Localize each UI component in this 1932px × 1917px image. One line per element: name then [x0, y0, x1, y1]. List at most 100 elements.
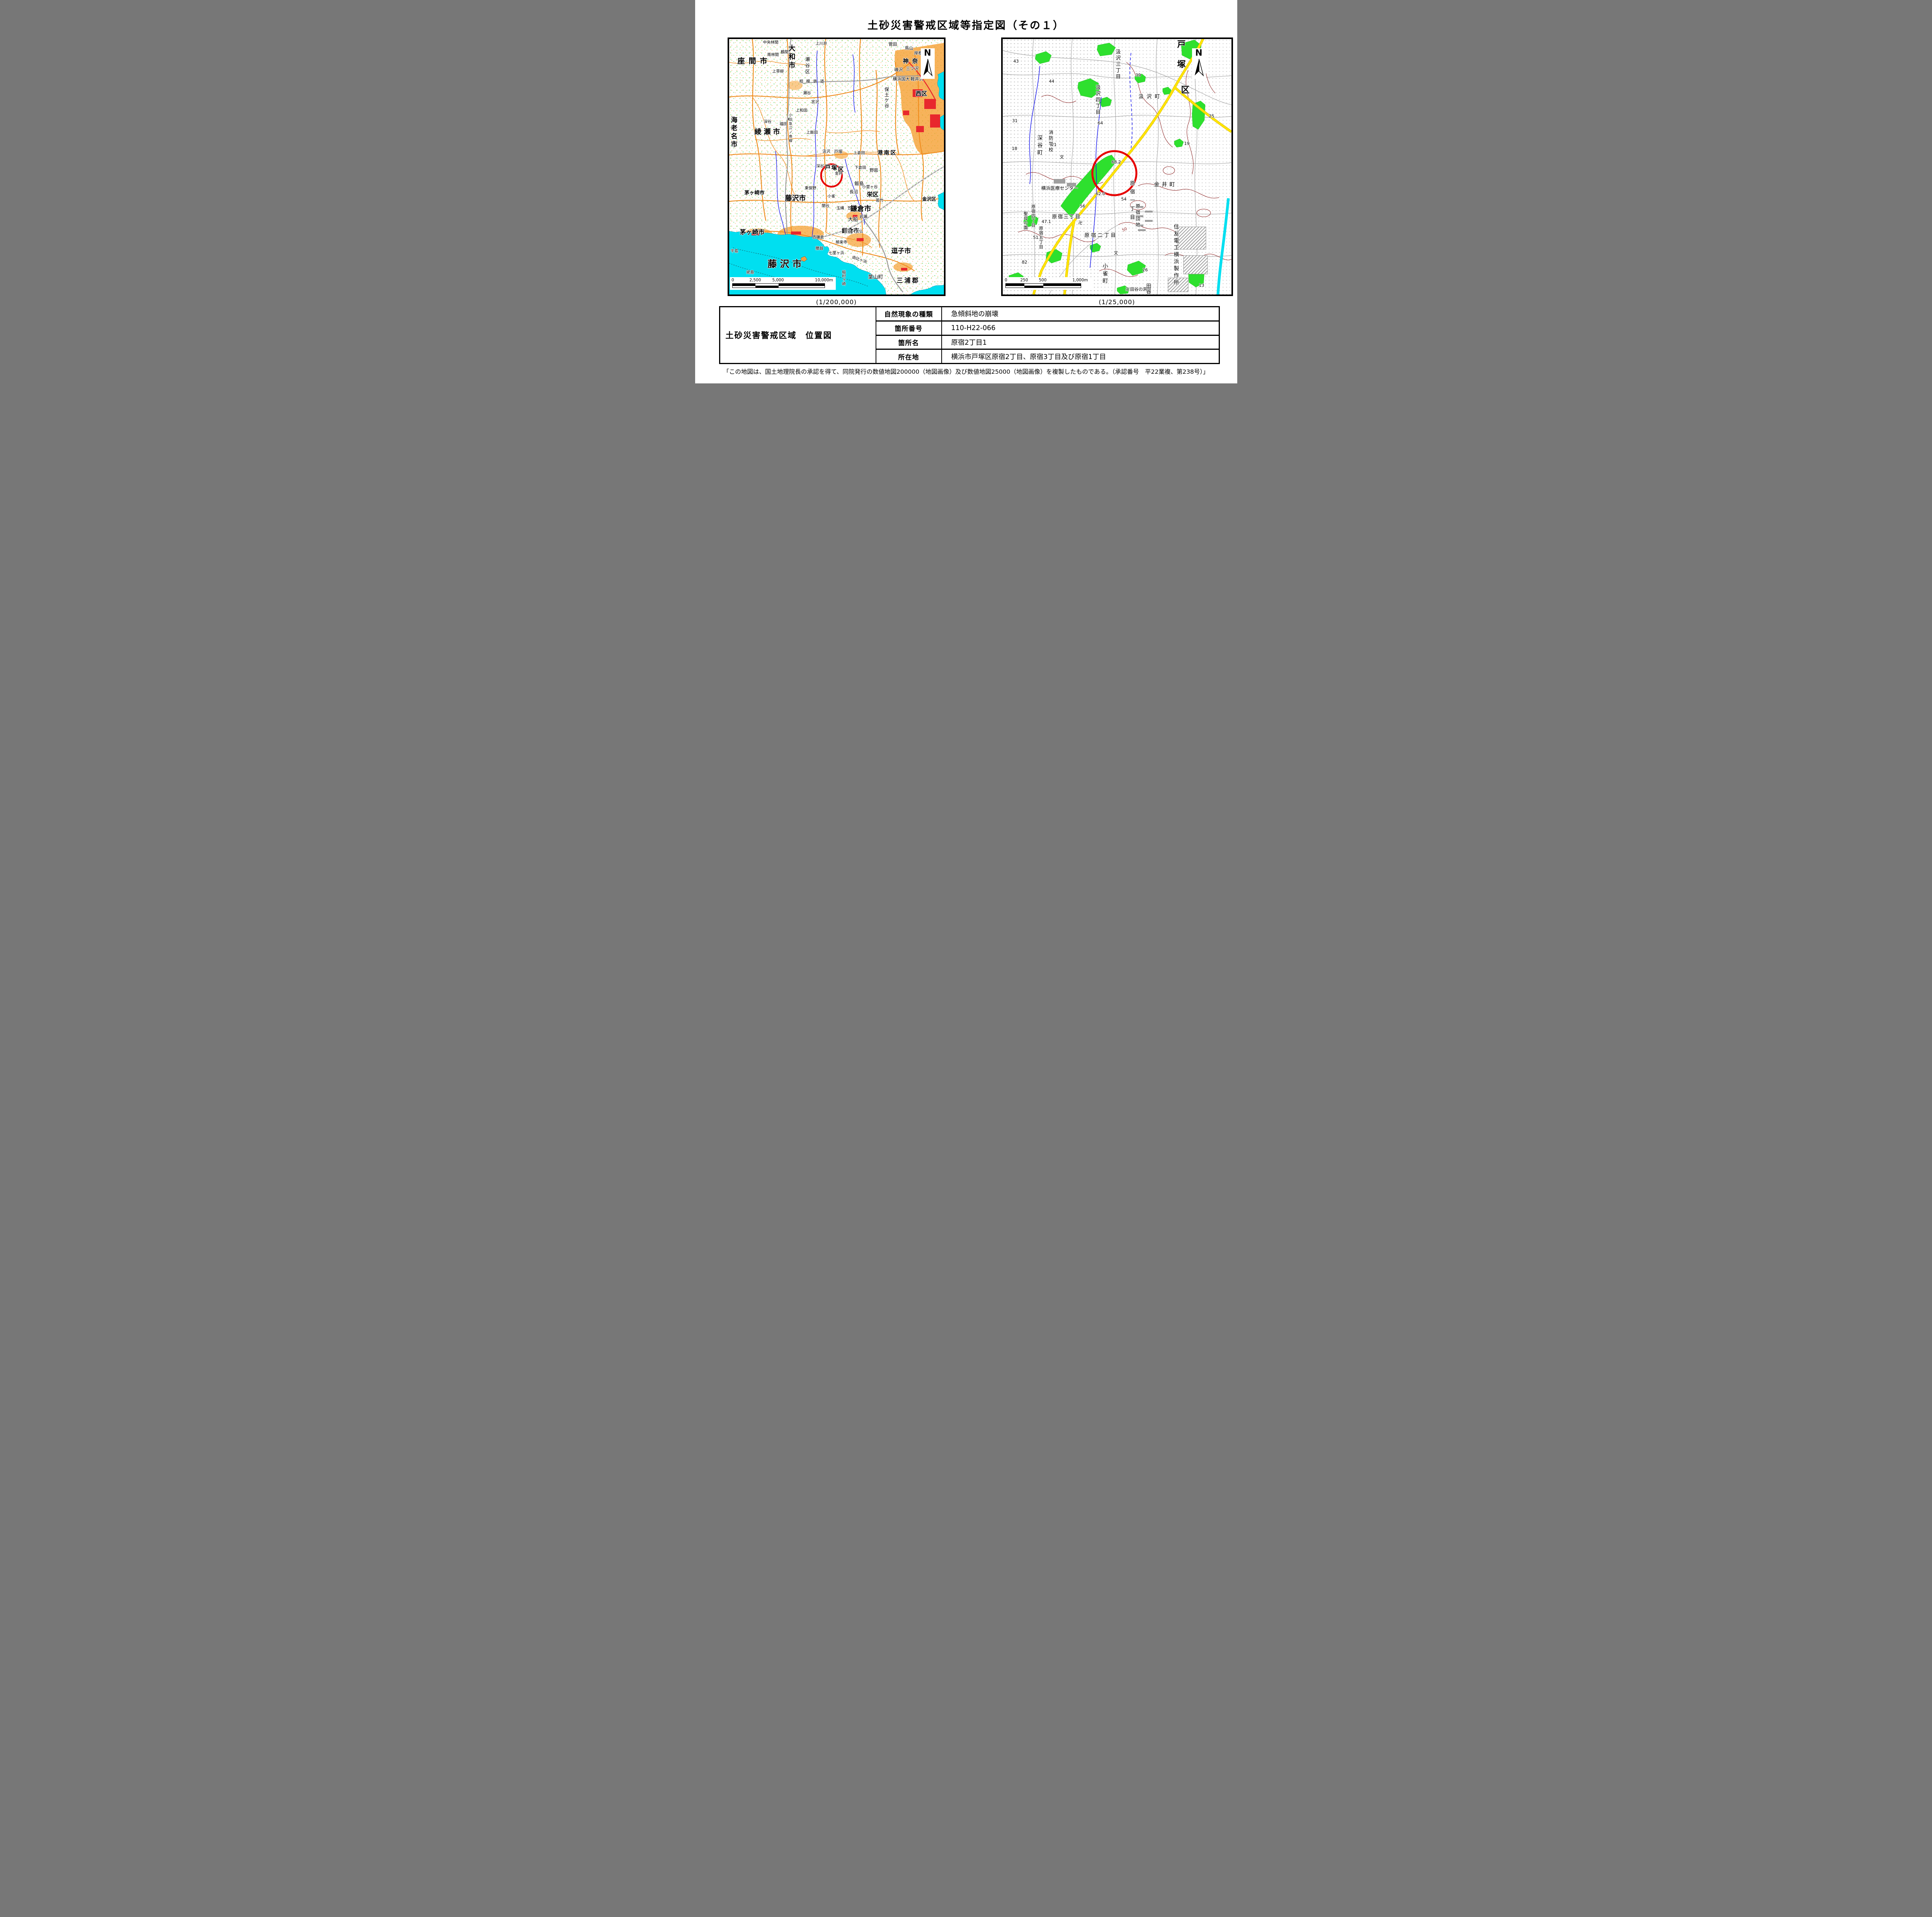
map-label: 文 — [1114, 250, 1118, 255]
map-label: 宮沢 — [811, 100, 819, 104]
document-page: 土砂災害警戒区域等指定図（その１） — [695, 0, 1237, 383]
map-label: 岩瀬 — [859, 215, 867, 219]
factory-hatched-blocks — [1168, 226, 1208, 292]
map-label: 56 — [1080, 204, 1085, 209]
map-label: 葉山町 — [868, 274, 883, 280]
map-label: 区 — [1181, 85, 1190, 95]
map-label: 西鎌倉 — [812, 235, 824, 240]
table-row: 箇所番号 110-H22-066 — [876, 321, 1219, 336]
map-label: 戸 — [825, 164, 831, 171]
map-label: 文 — [1060, 155, 1064, 160]
map-label: 関谷 — [821, 204, 830, 208]
right-map-art — [1002, 39, 1231, 295]
right-scale-bar: 0 250 500 1,000m — [1003, 277, 1092, 290]
left-map-scale-caption: (1/200,000) — [816, 298, 857, 306]
map-label: 横浜医療センター — [1041, 186, 1078, 191]
map-label: 25 — [1209, 114, 1214, 119]
map-label: 下倉田 — [854, 166, 866, 170]
north-indicator: N — [920, 48, 935, 79]
map-label: 相模鉄道 — [799, 80, 827, 84]
table-row: 自然現象の種類 急傾斜地の崩壊 — [876, 307, 1219, 322]
map-label: 塚 — [831, 164, 837, 171]
table-row: 箇所名 原宿2丁目1 — [876, 335, 1219, 350]
map-label: 68.2 — [1111, 160, 1121, 165]
left-map-frame: 座間市 大和市 中央林間 南林間 鶴間 上川井 瀬谷区 上草柳 相模鉄道 瀬谷 宮沢 菅田 鳥山 岸根 神奈… — [727, 37, 946, 296]
map-label: 福田 — [779, 122, 787, 126]
map-label: 上川井 — [815, 42, 827, 46]
large-buildings — [1053, 179, 1153, 231]
map-label: 長沼 — [849, 189, 858, 194]
north-indicator: N — [1192, 48, 1206, 79]
road-network-minor — [729, 61, 915, 248]
map-label: 田谷の洞窟 — [1130, 287, 1151, 292]
map-label: 笠間 — [847, 206, 855, 211]
map-label: 田谷 — [1145, 283, 1151, 295]
map-label: 51 — [1033, 235, 1039, 240]
map-label: 腰越 — [815, 247, 823, 251]
map-label: 藤沢市 — [785, 194, 806, 203]
highway-red — [906, 60, 936, 101]
row-label: 箇所番号 — [876, 321, 942, 335]
map-label: 39 — [1135, 73, 1141, 78]
row-value: 110-H22-066 — [951, 324, 996, 332]
map-label: 野庭 — [869, 168, 878, 173]
map-label: 上倉田 — [853, 151, 865, 155]
table-title-cell: 土砂災害警戒区域 位置図 — [720, 307, 876, 363]
vegetation-patches — [1009, 39, 1205, 295]
map-label: 上草柳 — [772, 70, 784, 74]
map-label: 戸塚 — [834, 149, 843, 154]
map-label: 上和田 — [796, 109, 808, 113]
map-label: 82 — [1022, 260, 1027, 265]
scale-bar — [732, 283, 825, 288]
map-label: 茅ヶ崎市 — [740, 228, 765, 236]
map-label: 鎌倉市 — [850, 205, 871, 213]
map-label: 飯島 — [854, 181, 864, 186]
map-label: 13 — [1199, 283, 1204, 288]
map-label: 鎌倉市 — [842, 227, 859, 234]
map-label: 港南区 — [877, 150, 897, 156]
map-label: 綾瀬市 — [754, 128, 782, 136]
map-label: 金井町 — [1154, 182, 1177, 188]
right-map-scale-caption: (1/25,000) — [1099, 298, 1135, 306]
depth-contours — [729, 247, 868, 287]
map-label: 横浜国大 — [893, 77, 910, 82]
map-label: 原宿三丁目 — [1052, 214, 1081, 220]
map-label: 小雀町 — [1102, 263, 1108, 285]
map-label: 菅田 — [888, 42, 897, 47]
map-label: 原宿四丁目 — [1031, 204, 1036, 228]
map-label: 原宿団地 — [1135, 204, 1141, 228]
map-label: 小菅ヶ谷 — [862, 185, 878, 189]
map-label: 62.0 — [1095, 191, 1105, 196]
scale-bar-labels: 0 2,500 5,000 10,000m — [731, 278, 833, 283]
row-label: 所在地 — [876, 350, 942, 363]
map-label: 塚 — [1177, 60, 1186, 70]
row-value: 原宿2丁目1 — [951, 339, 987, 347]
scale-bar — [1005, 283, 1081, 288]
left-map-labels: 座間市 大和市 中央林間 南林間 鶴間 上川井 瀬谷区 上草柳 相模鉄道 瀬谷 宮沢 菅田 鳥山 岸根 神奈… — [729, 39, 944, 295]
map-label: 31 — [1012, 118, 1018, 123]
map-label: 18 — [1012, 146, 1017, 151]
left-map-art — [729, 39, 944, 295]
map-label: 藤沢市 — [767, 259, 805, 269]
map-label: 小雀 — [827, 194, 835, 199]
map-label: 戸 — [1177, 40, 1186, 49]
map-label: 逗子市 — [891, 247, 911, 255]
page-title: 土砂災害警戒区域等指定図（その１） — [867, 20, 1065, 32]
map-label: 金井 — [835, 172, 843, 176]
map-label: 区 — [838, 166, 844, 173]
map-label: 鶴間 — [781, 50, 789, 54]
map-label: 岸根 — [914, 51, 923, 56]
right-map-labels: 戸塚区 汲沢三丁目 汲沢四丁目 汲沢町 深谷町 消防学校 横浜医療センター 原宿三丁目 原宿二丁… — [1003, 39, 1231, 295]
map-label: 卍 — [1125, 287, 1130, 292]
map-label: 七里ヶ浜 — [828, 251, 844, 255]
map-label: 海老名市 — [729, 116, 737, 149]
map-label: 三浦郡 — [896, 277, 920, 284]
map-label: 54 — [1121, 197, 1127, 202]
map-label: 汲沢 — [822, 150, 830, 154]
map-label: 平島 — [730, 249, 738, 254]
map-label: 汲沢四丁目 — [1094, 85, 1100, 116]
map-label: 大和市 — [787, 44, 796, 70]
map-label: 東俣野 — [804, 186, 816, 191]
row-label: 自然現象の種類 — [876, 307, 942, 320]
table-rows: 自然現象の種類 急傾斜地の崩壊 箇所番号 110-H22-066 箇所名 原宿2… — [876, 307, 1219, 363]
